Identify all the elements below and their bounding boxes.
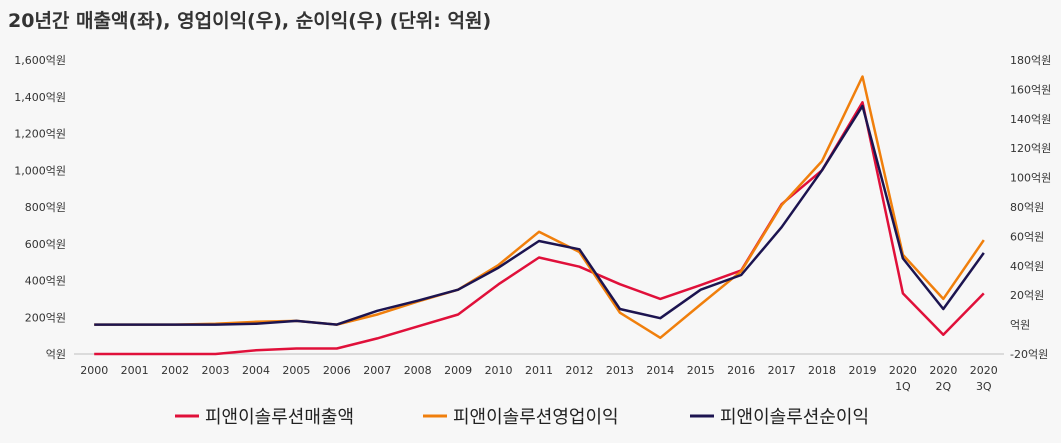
y-left-tick-label: 1,000억원 — [14, 164, 66, 177]
x-tick-label: 2010 — [485, 364, 513, 377]
x-tick-label: 2015 — [687, 364, 715, 377]
legend-label-2: 피앤이솔루션영업이익 — [453, 407, 619, 428]
y-right-tick-label: 140억원 — [1010, 113, 1051, 126]
x-tick-label: 2Q — [936, 380, 952, 393]
x-tick-label: 2009 — [444, 364, 472, 377]
x-tick-label: 2017 — [768, 364, 796, 377]
x-tick-label: 2019 — [848, 364, 876, 377]
x-tick-label: 3Q — [976, 380, 992, 393]
x-tick-label: 2000 — [80, 364, 108, 377]
x-tick-label: 2003 — [202, 364, 230, 377]
y-right-tick-label: 억원 — [1010, 319, 1030, 332]
x-tick-label: 2008 — [404, 364, 432, 377]
series-line-2 — [94, 75, 985, 340]
y-left-tick-label: 1,400억원 — [14, 91, 66, 104]
y-left-tick-label: 1,200억원 — [14, 128, 66, 141]
x-tick-label: 2001 — [121, 364, 149, 377]
x-tick-label: 2013 — [606, 364, 634, 377]
y-right-tick-label: 120억원 — [1010, 142, 1051, 155]
x-tick-label: 2006 — [323, 364, 351, 377]
x-tick-label: 1Q — [895, 380, 911, 393]
x-tick-label: 2014 — [646, 364, 674, 377]
series-line-3 — [94, 104, 985, 326]
y-left-tick-label: 600억원 — [25, 238, 66, 251]
x-tick-label: 2020 — [970, 364, 998, 377]
y-left-tick-label: 1,600억원 — [14, 54, 66, 67]
y-left-tick-label: 200억원 — [25, 311, 66, 324]
x-tick-label: 2005 — [282, 364, 310, 377]
y-left-tick-label: 억원 — [46, 348, 66, 361]
y-right-tick-label: 80억원 — [1010, 201, 1044, 214]
x-tick-label: 2018 — [808, 364, 836, 377]
x-tick-label: 2002 — [161, 364, 189, 377]
chart-title: 20년간 매출액(좌), 영업이익(우), 순이익(우) (단위: 억원) — [8, 10, 492, 32]
legend-label-3: 피앤이솔루션순이익 — [720, 407, 869, 428]
x-tick-label: 2004 — [242, 364, 270, 377]
series-line-1 — [94, 101, 985, 356]
y-right-tick-label: 60억원 — [1010, 230, 1044, 243]
y-right-tick-label: 180억원 — [1010, 54, 1051, 67]
x-tick-label: 2011 — [525, 364, 553, 377]
x-tick-label: 2020 — [889, 364, 917, 377]
legend-label-1: 피앤이솔루션매출액 — [205, 407, 354, 428]
x-tick-label: 2016 — [727, 364, 755, 377]
y-right-tick-label: 160억원 — [1010, 83, 1051, 96]
y-right-tick-label: 40억원 — [1010, 260, 1044, 273]
y-right-tick-label: 20억원 — [1010, 289, 1044, 302]
y-right-tick-label: -20억원 — [1010, 348, 1048, 361]
x-tick-label: 2012 — [565, 364, 593, 377]
y-right-tick-label: 100억원 — [1010, 172, 1051, 185]
x-tick-label: 2020 — [929, 364, 957, 377]
x-tick-label: 2007 — [363, 364, 391, 377]
y-left-tick-label: 800억원 — [25, 201, 66, 214]
y-left-tick-label: 400억원 — [25, 275, 66, 288]
